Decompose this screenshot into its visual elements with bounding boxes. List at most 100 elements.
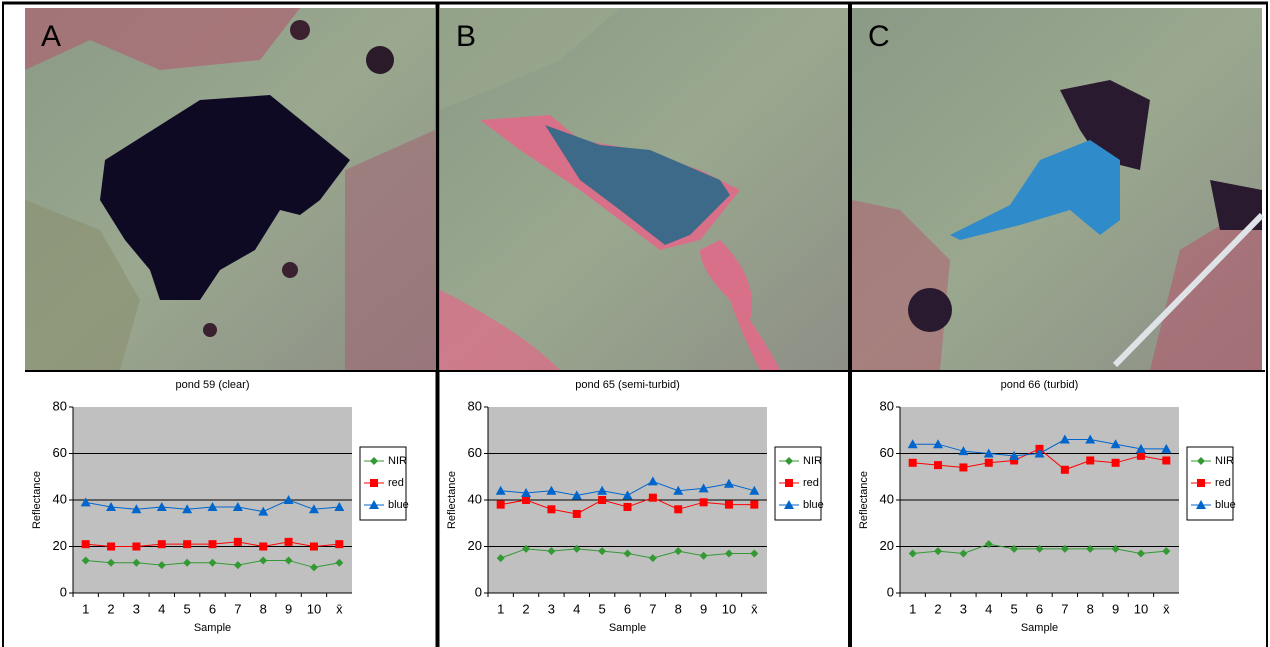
panel-letter: B <box>456 20 476 53</box>
y-tick-label: 40 <box>53 491 67 506</box>
marker <box>1085 434 1096 444</box>
marker <box>598 547 607 556</box>
marker <box>572 509 581 518</box>
marker <box>309 542 318 551</box>
legend-label: NIR <box>388 455 407 467</box>
marker <box>335 558 344 567</box>
y-tick-label: 0 <box>475 584 482 599</box>
marker <box>698 483 709 493</box>
marker <box>132 558 141 567</box>
y-tick-label: 60 <box>880 445 894 460</box>
marker <box>233 537 242 546</box>
marker <box>335 540 344 549</box>
x-tick-label: 3 <box>133 601 140 616</box>
marker <box>207 501 218 511</box>
marker <box>622 490 633 500</box>
marker <box>1034 448 1045 458</box>
marker <box>959 549 968 558</box>
x-tick-label: 9 <box>1112 601 1119 616</box>
marker <box>724 549 733 558</box>
marker <box>1059 434 1070 444</box>
x-tick-label: 4 <box>158 601 165 616</box>
x-tick-label: 8 <box>260 601 267 616</box>
x-tick-label: 5 <box>1011 601 1018 616</box>
legend-label: blue <box>388 499 409 511</box>
marker <box>183 558 192 567</box>
marker <box>1136 549 1145 558</box>
x-tick-label: 2 <box>934 601 941 616</box>
x-axis-title: Sample <box>194 622 231 634</box>
marker <box>1086 544 1095 553</box>
marker <box>309 563 318 572</box>
legend-marker <box>370 457 378 465</box>
marker <box>107 558 116 567</box>
marker <box>1110 439 1121 449</box>
x-tick-label: 4 <box>985 601 992 616</box>
x-tick-label: 3 <box>960 601 967 616</box>
marker <box>308 504 319 514</box>
marker <box>107 542 116 551</box>
marker <box>571 490 582 500</box>
x-tick-label: 7 <box>1061 601 1068 616</box>
marker <box>522 496 531 504</box>
panel-letter: A <box>41 20 61 53</box>
legend-marker <box>784 500 794 509</box>
x-tick-label: 8 <box>1087 601 1094 616</box>
marker <box>674 547 683 556</box>
y-tick-label: 20 <box>53 538 67 553</box>
x-tick-label: 9 <box>285 601 292 616</box>
x-tick-label: 8 <box>675 601 682 616</box>
y-axis-title: Reflectance <box>31 471 43 529</box>
x-tick-label: 5 <box>184 601 191 616</box>
marker <box>699 498 708 507</box>
marker <box>208 540 217 549</box>
x-tick-label: 10 <box>307 601 321 616</box>
marker <box>959 463 968 472</box>
marker <box>283 495 294 504</box>
marker <box>984 540 993 549</box>
legend-marker <box>785 479 793 487</box>
satellite-image <box>440 8 848 370</box>
marker <box>1060 465 1069 474</box>
legend-marker <box>1197 479 1205 487</box>
marker <box>647 476 658 486</box>
x-tick-label: x̄ <box>751 601 758 616</box>
marker <box>81 540 90 549</box>
x-tick-label: 2 <box>522 601 529 616</box>
y-tick-label: 20 <box>468 538 482 553</box>
legend-marker <box>370 479 378 487</box>
marker <box>1162 547 1171 556</box>
marker <box>984 458 993 467</box>
marker <box>232 501 243 511</box>
marker <box>546 485 557 495</box>
x-tick-label: 1 <box>909 601 916 616</box>
y-tick-label: 80 <box>880 398 894 413</box>
y-tick-label: 80 <box>53 398 67 413</box>
y-tick-label: 40 <box>468 491 482 506</box>
x-tick-label: 1 <box>497 601 504 616</box>
marker <box>673 485 684 495</box>
x-tick-label: 2 <box>107 601 114 616</box>
marker <box>157 561 166 570</box>
marker <box>259 556 268 565</box>
marker <box>1035 544 1044 553</box>
legend-label: red <box>1215 477 1231 489</box>
marker <box>334 501 345 511</box>
x-tick-label: 7 <box>234 601 241 616</box>
marker <box>598 496 607 504</box>
marker <box>157 540 166 549</box>
x-tick-label: 6 <box>1036 601 1043 616</box>
legend-label: red <box>388 477 404 489</box>
marker <box>1060 544 1069 553</box>
marker <box>648 554 657 563</box>
x-tick-label: 10 <box>1134 601 1148 616</box>
marker <box>597 485 608 495</box>
marker <box>495 485 506 495</box>
marker <box>258 506 269 516</box>
x-axis-title: Sample <box>1021 622 1058 634</box>
marker <box>1162 456 1171 465</box>
marker <box>284 556 293 565</box>
